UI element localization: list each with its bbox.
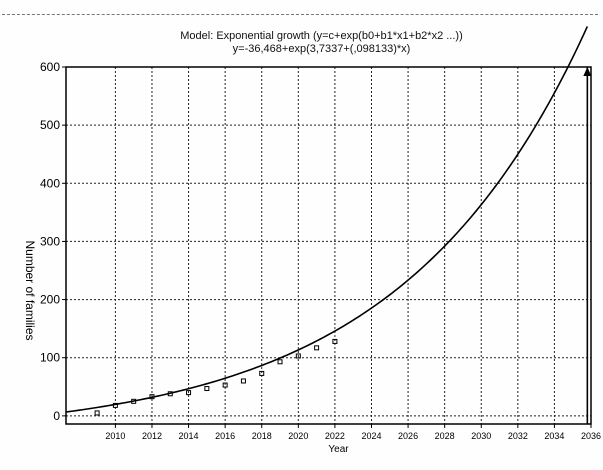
data-point: [131, 398, 137, 404]
x-tick-label: 2016: [215, 431, 235, 441]
y-tick-label: 0: [53, 409, 60, 423]
data-points: [94, 338, 338, 416]
data-point: [277, 359, 283, 365]
y-tick-label: 600: [40, 60, 60, 74]
y-tick-label: 400: [40, 176, 60, 190]
x-tick-label: 2012: [142, 431, 162, 441]
data-point: [112, 402, 118, 408]
data-point: [204, 386, 210, 392]
y-tick-label: 300: [40, 234, 60, 248]
marker-arrowhead: [583, 67, 592, 76]
x-tick-label: 2030: [471, 431, 491, 441]
data-point: [149, 394, 155, 400]
y-tick-label: 100: [40, 351, 60, 365]
fitted-curve-line: [65, 26, 589, 413]
y-tick-label: 200: [40, 293, 60, 307]
chart-title: Model: Exponential growth (y=c+exp(b0+b1…: [180, 30, 463, 42]
data-point: [332, 338, 338, 344]
data-point: [314, 345, 320, 351]
chart-subtitle: y=-36,468+exp(3,7337+(,098133)*x): [232, 43, 411, 55]
fitted-curve: [65, 26, 589, 413]
x-tick-label: 2028: [435, 431, 455, 441]
data-point: [94, 410, 100, 416]
data-point: [167, 391, 173, 397]
y-tick-label: 500: [40, 118, 60, 132]
x-tick-label: 2026: [398, 431, 418, 441]
x-tick-label: 2034: [544, 431, 564, 441]
x-tick-label: 2024: [361, 431, 381, 441]
x-axis-label: Year: [328, 444, 349, 455]
data-point: [186, 390, 192, 396]
x-tick-label: 2022: [325, 431, 345, 441]
x-tick-label: 2018: [252, 431, 272, 441]
data-point: [240, 378, 246, 384]
projection-marker: [583, 67, 592, 424]
scan-border: [2, 14, 598, 15]
data-point: [259, 370, 265, 376]
x-tick-label: 2014: [179, 431, 199, 441]
x-tick-label: 2036: [581, 431, 601, 441]
gridlines: [66, 67, 591, 424]
plot-frame: [65, 66, 592, 425]
y-axis-ticks: 0 100 200 300 400 500 600: [40, 60, 66, 423]
x-tick-label: 2032: [508, 431, 528, 441]
x-axis-ticks: 2010 2012 2014 2016 2018 2020 2022 2024 2026 2028…: [105, 424, 601, 441]
x-tick-label: 2010: [105, 431, 125, 441]
data-point: [295, 353, 301, 359]
x-tick-label: 2020: [288, 431, 308, 441]
y-axis-label: Number of families: [23, 240, 37, 340]
data-point: [222, 382, 228, 388]
